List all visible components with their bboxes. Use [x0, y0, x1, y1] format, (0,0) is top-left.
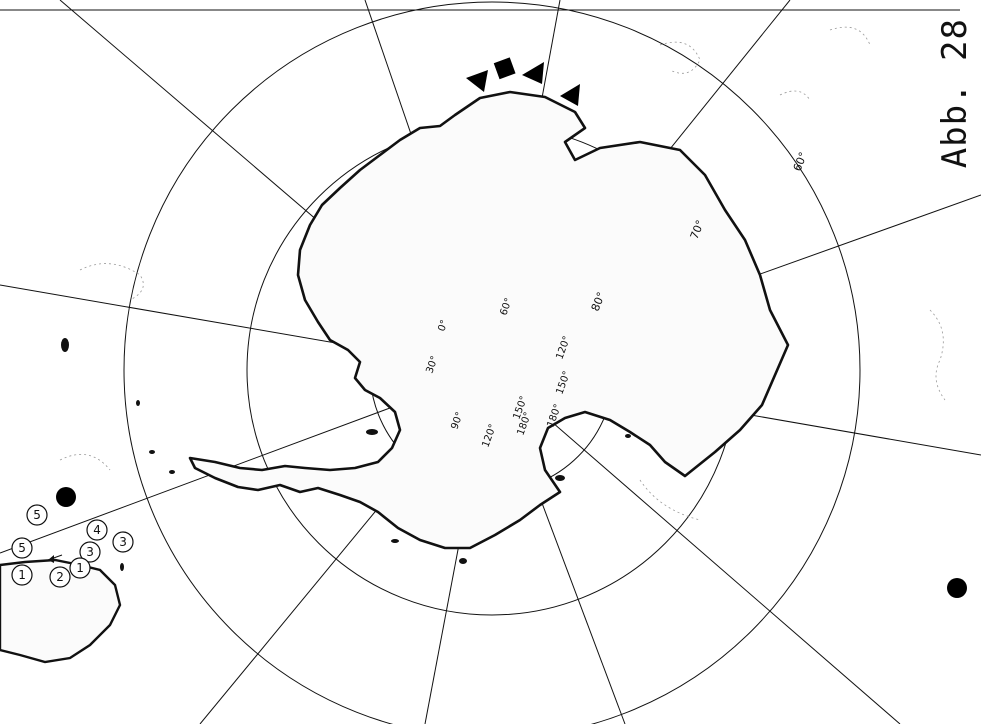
ice-contour: [779, 90, 811, 101]
island: [555, 475, 565, 481]
island: [625, 434, 631, 438]
station-number: 5: [18, 541, 26, 555]
island: [391, 539, 399, 543]
station-marker: 3: [79, 541, 101, 563]
meridian-line: [491, 369, 901, 724]
station-number: 1: [76, 561, 84, 575]
arrowhead-icon: [48, 555, 54, 563]
ice-contour: [659, 41, 701, 74]
island: [169, 470, 175, 474]
station-markers: 5 5 4 3 3 1 2 1: [11, 504, 134, 588]
latitude-circle-60: [123, 1, 861, 724]
station-number: 5: [33, 508, 41, 522]
ice-contours: [59, 26, 946, 521]
sighting-symbols: [466, 57, 580, 106]
triangle-marker-icon: [522, 62, 544, 84]
station-number: 1: [18, 568, 26, 582]
longitude-label-0: 0°: [436, 319, 450, 333]
island: [149, 450, 155, 454]
ice-contour: [829, 26, 871, 46]
station-marker: 2: [49, 566, 71, 588]
triangle-marker-icon: [466, 70, 488, 92]
island: [459, 558, 467, 564]
station-marker: 5: [11, 537, 33, 559]
island: [136, 400, 140, 406]
square-marker-icon: [493, 57, 516, 80]
figure-label: Abb. 28: [935, 18, 975, 169]
station-marker: 1: [11, 564, 33, 586]
latitude-label-60: 60°: [791, 150, 810, 173]
island: [61, 338, 69, 352]
station-number: 4: [93, 523, 101, 537]
station-number: 2: [56, 570, 64, 584]
station-marker: 5: [26, 504, 48, 526]
ice-contour: [59, 453, 111, 471]
islands: [61, 338, 631, 571]
south-america-fragment: [0, 558, 122, 664]
station-number: 3: [86, 545, 94, 559]
station-marker: 4: [86, 519, 108, 541]
ice-contour: [79, 263, 144, 301]
ice-contour: [929, 309, 946, 401]
ice-contour: [639, 479, 701, 521]
station-marker: 1: [69, 557, 91, 579]
triangle-marker-icon: [560, 84, 580, 106]
antarctica-coastline: [188, 90, 790, 550]
island: [120, 563, 124, 571]
station-marker: 3: [112, 531, 134, 553]
dot-marker-icon: [56, 487, 76, 507]
dot-marker-icon: [947, 578, 967, 598]
station-number: 3: [119, 535, 127, 549]
island: [366, 429, 378, 435]
